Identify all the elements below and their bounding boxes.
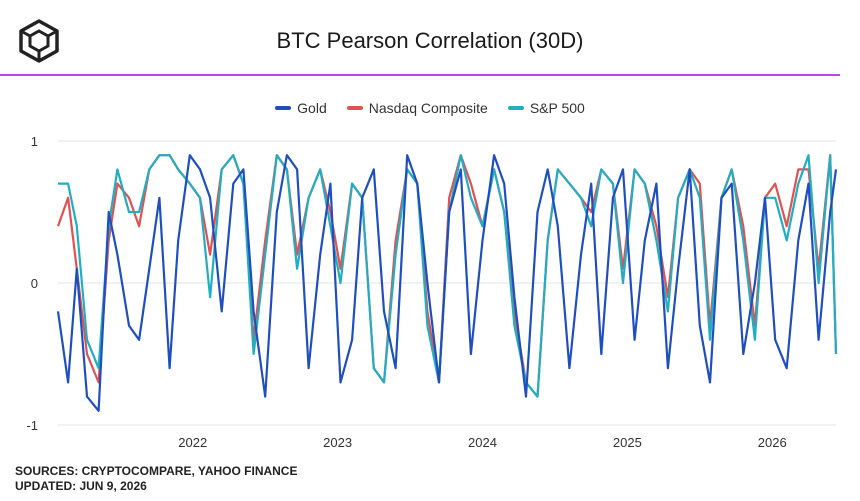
x-tick-label: 2023: [323, 435, 352, 450]
chart-legend: Gold Nasdaq Composite S&P 500: [0, 100, 860, 116]
y-tick-label: -1: [26, 418, 38, 433]
sources-note: SOURCES: CRYPTOCOMPARE, YAHOO FINANCE: [15, 464, 298, 478]
legend-swatch-gold: [275, 106, 292, 110]
correlation-line-chart: 1 0 -1 2022 2023 2024 2025 2026: [26, 134, 838, 450]
updated-note: UPDATED: JUN 9, 2026: [15, 479, 147, 493]
legend-swatch-nasdaq: [346, 106, 363, 110]
series-line-nasdaq-composite: [56, 154, 838, 398]
y-tick-label: 1: [31, 134, 38, 149]
cube-logo-icon: [15, 17, 63, 65]
legend-label-nasdaq: Nasdaq Composite: [368, 100, 488, 116]
x-tick-label: 2026: [758, 435, 787, 450]
x-tick-label: 2025: [613, 435, 642, 450]
legend-item-nasdaq[interactable]: Nasdaq Composite: [346, 100, 488, 116]
legend-item-sp500[interactable]: S&P 500: [507, 100, 585, 116]
title-divider: [0, 74, 840, 76]
x-tick-label: 2024: [468, 435, 497, 450]
chart-title: BTC Pearson Correlation (30D): [276, 28, 584, 53]
legend-swatch-sp500: [507, 106, 524, 110]
legend-label-sp500: S&P 500: [529, 100, 585, 116]
legend-label-gold: Gold: [297, 100, 327, 116]
series-line-s-p-500: [58, 154, 838, 398]
y-tick-label: 0: [31, 276, 38, 291]
series-line-gold: [56, 154, 838, 412]
x-tick-label: 2022: [178, 435, 207, 450]
chart-footer: SOURCES: CRYPTOCOMPARE, YAHOO FINANCE UP…: [15, 464, 297, 494]
legend-item-gold[interactable]: Gold: [275, 100, 327, 116]
